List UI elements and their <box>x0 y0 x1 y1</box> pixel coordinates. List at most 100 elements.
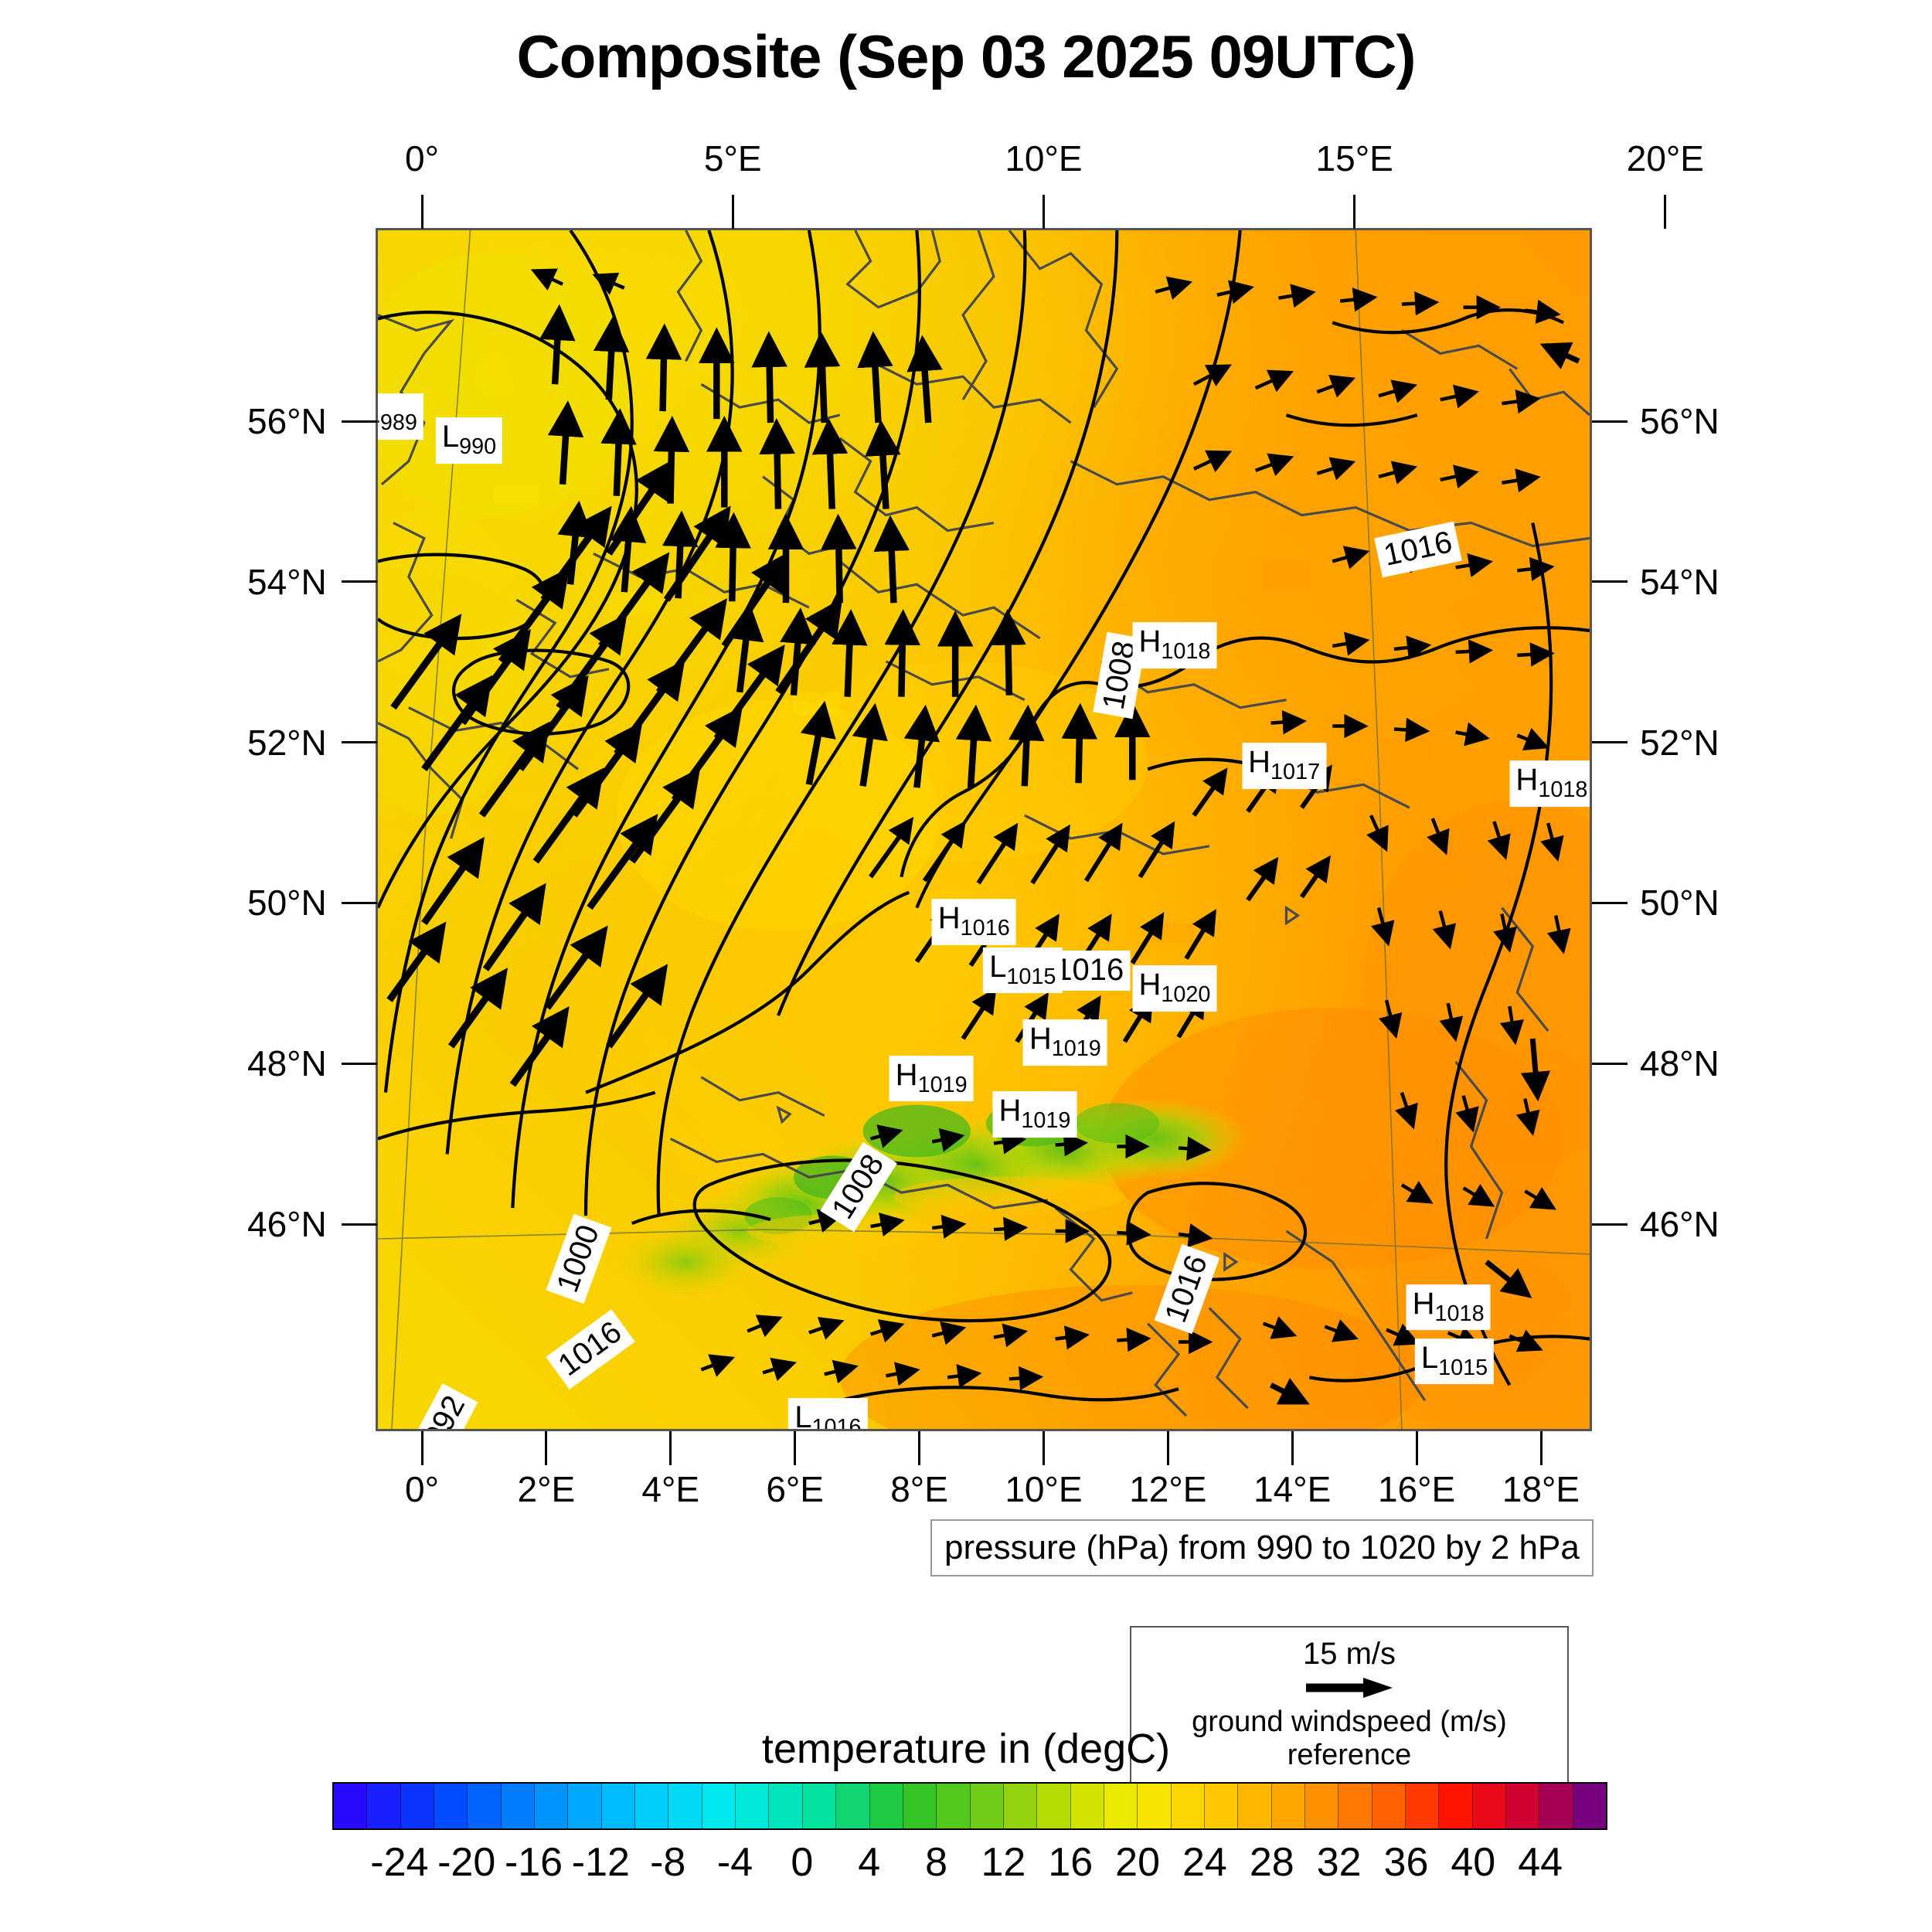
lat-tick-label-left-4: 48°N <box>247 1043 327 1084</box>
colorbar-tick-label-13: 28 <box>1249 1840 1294 1885</box>
colorbar-cell <box>367 1784 401 1828</box>
lat-tick-label-right-4: 48°N <box>1640 1043 1719 1084</box>
map-overlay <box>378 230 1590 1429</box>
lon-tick-bottom-4 <box>918 1431 921 1465</box>
colorbar-cell <box>501 1784 536 1828</box>
pressure-centre-value: 1015 <box>1438 1355 1488 1380</box>
pressure-centre-l-989-0: L989 <box>378 393 423 440</box>
pressure-centre-type: L <box>378 396 380 430</box>
colorbar-tick-label-3: -12 <box>571 1840 630 1885</box>
wind-reference-legend: 15 m/s ground windspeed (m/s) reference <box>1130 1626 1569 1784</box>
lat-tick-label-right-2: 52°N <box>1640 722 1719 763</box>
lon-tick-label-bottom-0: 0° <box>405 1469 439 1509</box>
pressure-centre-h-1018-3: H1018 <box>1509 760 1590 808</box>
colorbar-tick-label-16: 40 <box>1451 1840 1496 1885</box>
pressure-centre-type: H <box>1138 624 1162 659</box>
pressure-centre-h-1017-2: H1017 <box>1242 742 1327 789</box>
colorbar-tick-label-14: 32 <box>1316 1840 1362 1885</box>
colorbar-cell <box>769 1784 803 1828</box>
pressure-centre-value: 1019 <box>1051 1036 1101 1062</box>
colorbar-cell <box>1171 1784 1205 1828</box>
colorbar-cell <box>1406 1784 1440 1828</box>
colorbar-cell <box>1104 1784 1138 1828</box>
pressure-centre-h-1018-4: H1018 <box>1132 622 1217 669</box>
lon-tick-label-bottom-3: 6°E <box>766 1469 824 1509</box>
lon-tick-label-bottom-1: 2°E <box>517 1469 576 1509</box>
colorbar-cell <box>400 1784 435 1828</box>
pressure-centre-type: L <box>441 420 460 454</box>
pressure-centre-type: H <box>1138 968 1162 1002</box>
wind-reference-caption: ground windspeed (m/s) reference <box>1192 1706 1507 1771</box>
colorbar-tick-label-2: -16 <box>504 1840 563 1885</box>
pressure-centre-type: L <box>989 949 1007 984</box>
lon-tick-bottom-2 <box>669 1431 672 1465</box>
lon-tick-label-top-2: 10°E <box>1005 138 1083 179</box>
colorbar-tick-label-8: 8 <box>925 1840 948 1885</box>
pressure-centre-l-1015-12: L1015 <box>1414 1338 1495 1385</box>
colorbar-tick-label-10: 16 <box>1048 1840 1094 1885</box>
pressure-centre-type: H <box>937 901 961 936</box>
lon-tick-bottom-3 <box>794 1431 797 1465</box>
lon-tick-bottom-8 <box>1415 1431 1418 1465</box>
pressure-centre-h-1018-11: H1018 <box>1406 1284 1491 1331</box>
colorbar-tick-label-15: 36 <box>1383 1840 1429 1885</box>
pressure-centre-h-1019-8: H1019 <box>1022 1019 1107 1066</box>
lon-tick-label-bottom-4: 8°E <box>890 1469 948 1509</box>
pressure-centre-l-990-1: L990 <box>435 417 503 464</box>
colorbar-tick-label-12: 24 <box>1182 1840 1227 1885</box>
colorbar-cell <box>535 1784 569 1828</box>
colorbar-cell <box>970 1784 1004 1828</box>
temperature-colorbar[interactable] <box>332 1782 1607 1830</box>
lon-tick-top-4 <box>1664 195 1667 229</box>
lat-tick-right-4 <box>1592 1062 1628 1065</box>
pressure-centre-h-1020-7: H1020 <box>1132 965 1217 1012</box>
colorbar-tick-label-6: 0 <box>791 1840 814 1885</box>
colorbar-cell <box>1037 1784 1071 1828</box>
lat-tick-label-left-3: 50°N <box>247 883 327 923</box>
colorbar-cell <box>635 1784 669 1828</box>
pressure-centre-type: H <box>998 1094 1022 1128</box>
pressure-centre-l-1016-13: L1016 <box>788 1398 868 1431</box>
pressure-centre-value: 1016 <box>811 1415 862 1431</box>
lon-tick-top-2 <box>1042 195 1045 229</box>
pressure-centre-type: L <box>794 1400 812 1431</box>
colorbar-cell <box>1070 1784 1104 1828</box>
lat-tick-left-2 <box>342 741 377 744</box>
lat-tick-left-1 <box>342 580 377 583</box>
colorbar-tick-label-9: 12 <box>981 1840 1026 1885</box>
isobar-label-1016-5: 1016 <box>1049 950 1131 991</box>
lat-tick-right-2 <box>1592 741 1628 744</box>
colorbar-cell <box>568 1784 602 1828</box>
colorbar-cell <box>668 1784 702 1828</box>
lon-tick-label-bottom-2: 4°E <box>641 1469 700 1509</box>
lon-tick-bottom-7 <box>1291 1431 1294 1465</box>
colorbar-cell <box>1539 1784 1573 1828</box>
pressure-centre-value: 1017 <box>1270 759 1321 784</box>
lat-tick-label-left-5: 46°N <box>247 1204 327 1244</box>
pressure-centre-type: H <box>1029 1022 1052 1056</box>
colorbar-title: temperature in (degC) <box>761 1726 1171 1772</box>
colorbar-cell <box>1138 1784 1172 1828</box>
wind-vectors <box>386 268 1580 1405</box>
colorbar-cell <box>1238 1784 1272 1828</box>
colorbar-cell <box>1304 1784 1339 1828</box>
colorbar-tick-label-7: 4 <box>858 1840 881 1885</box>
lon-tick-label-bottom-8: 16°E <box>1377 1469 1456 1509</box>
lon-tick-bottom-1 <box>545 1431 548 1465</box>
lon-tick-top-3 <box>1353 195 1356 229</box>
colorbar-cell <box>334 1784 368 1828</box>
lon-tick-label-top-1: 5°E <box>703 138 762 179</box>
colorbar-tick-labels: -24 -20 -16 -12 -8 -4 0 4 8 12 16 20 24 28 32 36 40 44 <box>332 1839 1607 1893</box>
lat-tick-left-0 <box>342 420 377 423</box>
colorbar-cell <box>434 1784 468 1828</box>
lon-tick-top-1 <box>731 195 734 229</box>
colorbar-tick-label-17: 44 <box>1518 1840 1563 1885</box>
lat-tick-left-4 <box>342 1062 377 1065</box>
colorbar-cell <box>1204 1784 1239 1828</box>
pressure-centre-value: 989 <box>379 410 417 436</box>
lon-tick-label-bottom-5: 10°E <box>1005 1469 1083 1509</box>
colorbar-tick-label-11: 20 <box>1115 1840 1161 1885</box>
colorbar-cell <box>869 1784 903 1828</box>
pressure-centre-value: 990 <box>459 434 497 460</box>
